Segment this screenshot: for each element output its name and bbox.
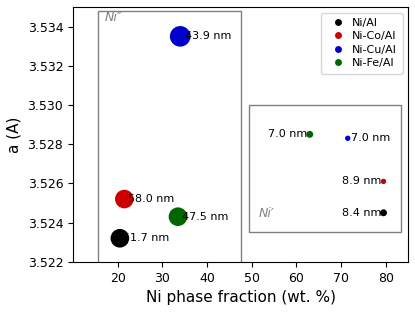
Text: 43.9 nm: 43.9 nm bbox=[185, 31, 231, 41]
X-axis label: Ni phase fraction (wt. %): Ni phase fraction (wt. %) bbox=[146, 290, 335, 305]
Point bbox=[344, 136, 351, 141]
Point bbox=[380, 179, 387, 184]
Text: 58.0 nm: 58.0 nm bbox=[128, 194, 174, 204]
Text: 7.0 nm: 7.0 nm bbox=[268, 129, 308, 139]
Text: 51.7 nm: 51.7 nm bbox=[123, 233, 170, 243]
Text: Ni′: Ni′ bbox=[259, 207, 274, 220]
Point bbox=[175, 214, 181, 219]
Text: 8.4 nm: 8.4 nm bbox=[342, 208, 381, 218]
Point bbox=[121, 197, 128, 202]
Legend: Ni/Al, Ni-Co/Al, Ni-Cu/Al, Ni-Fe/Al: Ni/Al, Ni-Co/Al, Ni-Cu/Al, Ni-Fe/Al bbox=[321, 12, 403, 74]
Point bbox=[306, 132, 313, 137]
Text: 7.0 nm: 7.0 nm bbox=[352, 133, 391, 143]
Text: 47.5 nm: 47.5 nm bbox=[181, 212, 228, 222]
Point bbox=[380, 210, 387, 215]
Point bbox=[177, 34, 183, 39]
Y-axis label: a (A): a (A) bbox=[7, 116, 22, 153]
Text: Ni″: Ni″ bbox=[104, 11, 122, 24]
Point bbox=[117, 236, 123, 241]
Text: 8.9 nm: 8.9 nm bbox=[342, 176, 381, 186]
Bar bbox=[249, 105, 401, 232]
Bar bbox=[98, 11, 241, 266]
